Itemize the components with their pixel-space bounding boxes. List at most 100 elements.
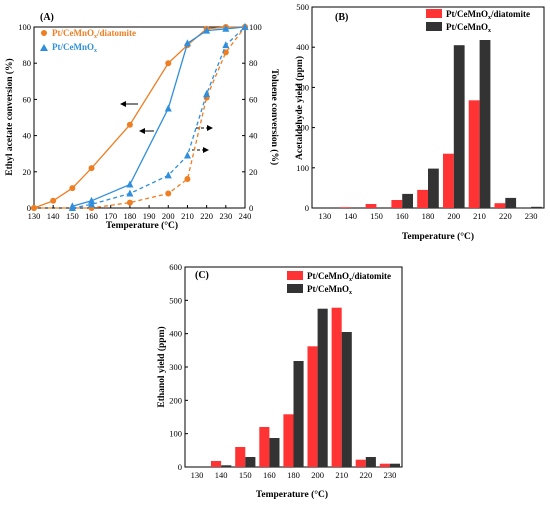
bar-diatomite [355,459,366,467]
x-tick-label: 150 [370,211,383,221]
x-tick-label: 150 [239,470,252,480]
series-3-point [184,176,191,183]
series-3-point [126,199,133,206]
series-4-point [68,204,76,211]
legend-label-series-1: Pt/CeMnOx/diatomite [52,28,136,40]
x-tick-label: 130 [319,211,332,221]
y-tick-label: 100 [169,429,182,439]
bar-diatomite [365,204,377,208]
series-2-point [88,196,96,204]
x-tick-label: 180 [287,470,300,480]
panel-a-xlabel: Temperature (°C) [106,220,178,231]
series-3-point [222,49,229,56]
legend-label-series-2: Pt/CeMnOx [446,22,491,34]
y-tick-label: 0 [27,203,31,213]
bar-diatomite [379,463,390,467]
bar-diatomite [283,414,294,467]
series-1-point [126,121,133,128]
bar-diatomite [307,346,318,467]
y-tick-label: 200 [169,395,182,405]
panel-a-label: (A) [40,12,54,23]
x-tick-label: 220 [200,211,213,221]
panel-a-y2label: Toluene conversion (%) [269,69,280,165]
y-tick-label: 300 [296,82,309,92]
x-tick-label: 130 [191,470,204,480]
bar-cemnox [505,197,517,208]
x-tick-label: 150 [66,211,79,221]
bar-cemnox [293,361,304,467]
panel-b-label: (B) [335,12,348,23]
bar-diatomite [391,200,403,208]
bar-diatomite [235,447,246,467]
bar-diatomite [331,307,342,467]
panel-c-label: (C) [195,270,209,281]
bar-diatomite [443,153,454,208]
bar-cemnox [479,40,491,208]
y-tick-label: 100 [18,22,31,32]
bar-cemnox [453,45,465,209]
series-3-point [165,190,172,197]
series-1-point [69,185,76,192]
x-tick-label: 130 [28,211,41,221]
x-tick-label: 220 [359,470,372,480]
legend-label-series-1: Pt/CeMnOx/diatomite [446,9,530,21]
bar-cemnox [402,193,413,208]
x-tick-label: 180 [124,211,137,221]
y-tick-label: 60 [23,94,32,104]
y-tick-label: 400 [169,329,182,339]
y-tick-label: 0 [178,462,182,472]
legend-label-series-2: Pt/CeMnOx [307,284,352,296]
legend-marker-triangle [40,44,48,51]
series-1-line [33,26,245,209]
x-tick-label: 200 [447,211,460,221]
x-tick-label: 210 [473,211,486,221]
legend-swatch-black [287,284,303,293]
x-tick-label: 240 [239,211,252,221]
series-4-line [72,26,246,209]
series-2-point [126,180,134,188]
x-tick-label: 160 [396,211,409,221]
bar-cemnox [389,463,400,467]
series-4-point [164,171,172,179]
series-4-point [222,41,230,49]
series-2-line [72,26,246,207]
y-tick-label: 400 [296,42,309,52]
y-tick-label: 20 [23,167,32,177]
y-tick-label: 200 [296,123,309,133]
series-2-point [164,104,172,112]
y2-tick-label: 60 [249,94,258,104]
y-tick-label: 500 [296,2,309,12]
panel-b-legend: Pt/CeMnOx/diatomite Pt/CeMnOx [426,9,530,34]
legend-swatch-black [426,22,442,31]
panel-b-xlabel: Temperature (°C) [402,231,474,242]
x-tick-label: 140 [47,211,60,221]
bar-diatomite [494,203,506,208]
panel-c-legend: Pt/CeMnOx/diatomite Pt/CeMnOx [287,271,391,296]
y2-tick-label: 20 [249,167,258,177]
series-1-point [165,60,172,67]
legend-label-series-1: Pt/CeMnOx/diatomite [307,271,391,283]
x-tick-label: 170 [104,211,117,221]
series-3-line [34,26,246,209]
bar-diatomite [339,207,351,208]
y-tick-label: 40 [23,131,32,141]
panel-a-frame [33,26,246,209]
panel-c-ylabel: Ethanol yield (ppm) [156,326,167,407]
panel-a-ylabel: Ethyl acetate conversion (%) [4,58,15,175]
series-4-point [241,23,249,30]
legend-label-series-2: Pt/CeMnOx [52,42,97,54]
x-tick-label: 230 [384,470,397,480]
series-2-point [183,39,191,47]
x-tick-label: 190 [143,211,156,221]
bar-diatomite [468,100,480,208]
series-2-point [203,26,211,34]
y-tick-label: 100 [296,163,309,173]
x-tick-label: 160 [263,470,276,480]
x-tick-label: 160 [85,211,98,221]
x-tick-label: 200 [162,211,175,221]
y2-tick-label: 40 [249,131,258,141]
y-tick-label: 80 [23,58,32,68]
x-tick-label: 220 [499,211,512,221]
x-tick-label: 140 [215,470,228,480]
